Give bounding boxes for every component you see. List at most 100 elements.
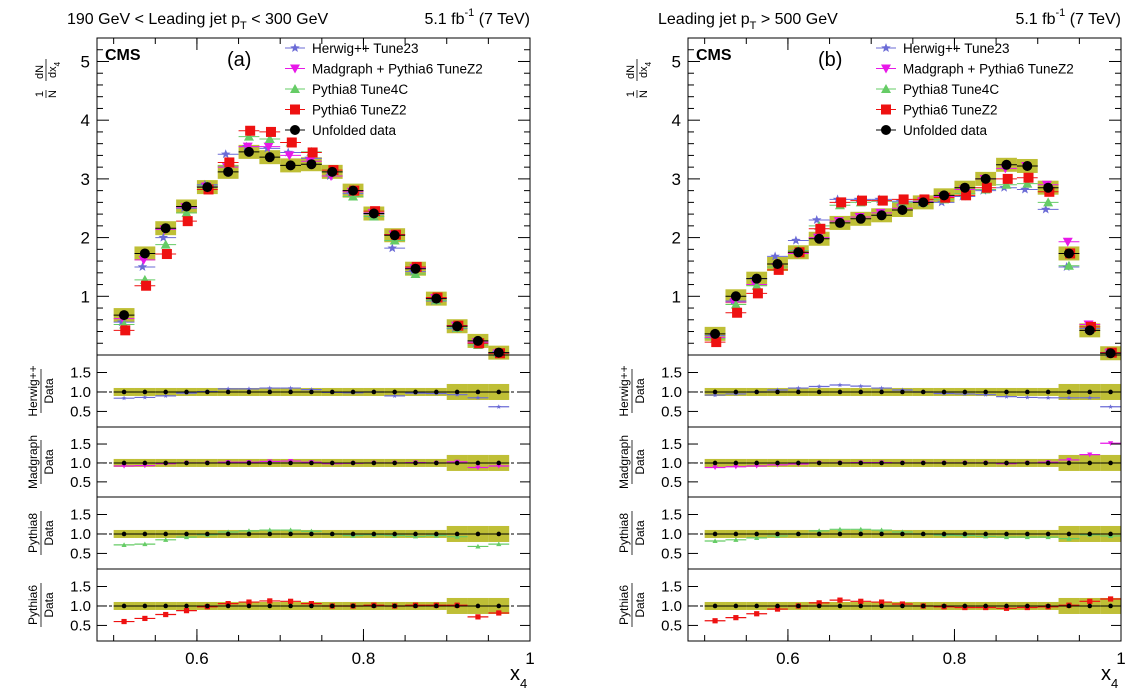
cms-label: CMS	[696, 47, 732, 64]
ratio-data-point	[900, 389, 905, 395]
y-tick-label: 1	[81, 287, 90, 306]
chart-title-right: 5.1 fb-1 (7 TeV)	[424, 7, 530, 28]
data-point	[137, 261, 148, 271]
ratio-point	[774, 606, 781, 612]
ratio-y-tick-label: 0.5	[661, 403, 682, 420]
ratio-data-point	[413, 460, 418, 466]
ratio-data-point	[879, 389, 884, 395]
data-point	[181, 207, 192, 217]
ratio-point	[837, 382, 843, 388]
ratio-data-point	[309, 389, 314, 395]
ratio-point	[163, 611, 169, 618]
ratio-label-den: Data	[633, 378, 647, 404]
ratio-data-point	[733, 531, 739, 537]
data-point	[1041, 204, 1051, 214]
ratio-point	[475, 465, 481, 471]
y-label-d-num: dN	[34, 65, 46, 79]
ratio-data-point	[920, 531, 926, 537]
ratio-label: Pythia6 Data	[26, 583, 56, 627]
ratio-data-point	[434, 531, 439, 537]
y-tick-label: 3	[81, 170, 90, 189]
ratio-y-tick-label: 1.0	[661, 598, 682, 615]
ratio-data-point	[205, 531, 210, 537]
ratio-data-point	[775, 389, 780, 395]
data-point	[961, 190, 972, 201]
ratio-data-point	[392, 531, 397, 537]
ratio-data-point	[392, 460, 397, 466]
ratio-data-point	[712, 460, 718, 466]
data-point	[814, 233, 825, 244]
ratio-data-point	[309, 531, 314, 537]
ratio-label-den: Data	[633, 449, 647, 475]
ratio-data-point	[121, 460, 127, 466]
ratio-y-tick-label: 1.5	[661, 365, 682, 382]
legend-entry: Unfolded data	[903, 123, 988, 138]
data-point	[1022, 178, 1033, 188]
data-point	[959, 182, 970, 193]
data-point	[773, 264, 784, 275]
data-point	[120, 325, 131, 336]
x-axis-label: x4	[510, 663, 527, 691]
ratio-data-point	[1087, 389, 1093, 395]
y-axis-label: 1 NdN dx4	[34, 59, 62, 98]
chart-title-left: 190 GeV < Leading jet pT < 300 GeV	[67, 11, 328, 32]
ratio-point	[712, 538, 718, 544]
ratio-data-point	[142, 603, 148, 609]
ratio-point	[1024, 534, 1030, 540]
ratio-point	[225, 601, 231, 607]
ratio-y-tick-label: 1.0	[70, 384, 91, 401]
x-tick-label: 0.8	[352, 649, 376, 668]
data-point	[897, 205, 908, 216]
y-label-frac-den: N	[638, 90, 650, 98]
ratio-pad-2: 1.5 1.0 0.5 Pythia8 Data	[617, 496, 1122, 570]
ratio-data-point	[496, 389, 502, 395]
y-tick-label: 5	[81, 52, 90, 71]
ratio-point	[1066, 395, 1072, 400]
data-point	[752, 288, 763, 299]
ratio-y-tick-label: 0.5	[661, 617, 682, 634]
ratio-data-point	[496, 460, 502, 466]
legend-entry: Herwig++ Tune23	[312, 41, 419, 56]
ratio-data-point	[142, 531, 148, 537]
ratio-data-point	[900, 531, 905, 537]
ratio-data-point	[392, 389, 397, 395]
ratio-point	[1066, 457, 1072, 463]
ratio-label: Pythia8 Data	[26, 511, 56, 555]
data-point	[876, 210, 887, 221]
ratio-point	[858, 598, 864, 604]
ratio-pad-3: 1.5 1.0 0.5 Pythia6 Data	[26, 568, 531, 642]
ratio-data-point	[434, 389, 439, 395]
ratio-data-point	[267, 531, 273, 537]
ratio-data-point	[920, 460, 926, 466]
ratio-data-point	[816, 531, 822, 537]
ratio-label-name: Pythia8	[617, 513, 631, 553]
ratio-frame	[687, 568, 1122, 642]
legend-marker	[881, 43, 891, 52]
data-point	[1043, 197, 1054, 207]
ratio-pad-2: 1.5 1.0 0.5 Pythia8 Data	[26, 496, 531, 570]
ratio-data-point	[371, 460, 377, 466]
ratio-data-point	[288, 460, 293, 466]
y-tick-label: 2	[672, 229, 681, 248]
ratio-label: Herwig++ Data	[617, 365, 647, 416]
data-point	[161, 249, 172, 260]
ratio-data-point	[225, 603, 231, 609]
data-point	[856, 195, 867, 206]
ratio-data-point	[496, 531, 502, 537]
ratio-point	[288, 385, 294, 391]
data-point	[410, 263, 421, 274]
ratio-data-point	[796, 531, 801, 537]
ratio-point	[475, 543, 481, 549]
ratio-label: Madgraph Data	[26, 435, 56, 489]
ratio-data-point	[329, 460, 335, 466]
data-point	[1063, 248, 1074, 259]
ratio-data-point	[309, 603, 314, 609]
legend-marker	[881, 64, 891, 74]
legend-entry: Unfolded data	[312, 123, 397, 138]
ratio-data-point	[879, 531, 884, 537]
ratio-point	[1087, 395, 1093, 400]
ratio-data-point	[413, 603, 418, 609]
ratio-y-tick-label: 1.0	[70, 598, 91, 615]
ratio-data-point	[816, 460, 822, 466]
ratio-point	[816, 528, 822, 533]
